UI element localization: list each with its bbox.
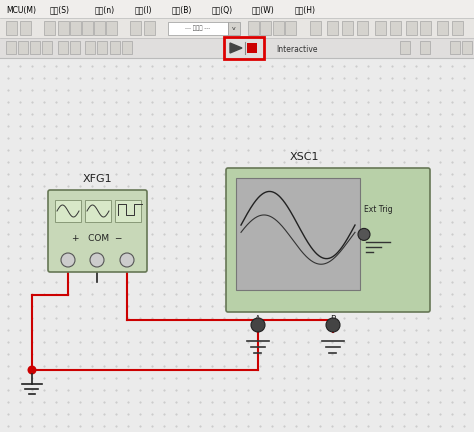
Bar (115, 200, 141, 222)
Circle shape (27, 365, 36, 375)
Bar (420, 41, 430, 54)
Bar (0, 18, 474, 38)
Text: Interactive: Interactive (276, 44, 318, 54)
Text: B: B (330, 315, 336, 324)
Bar (58, 41, 68, 54)
Text: 透项(Q): 透项(Q) (212, 6, 233, 15)
Bar (94, 21, 105, 35)
Bar (462, 41, 472, 54)
Bar (248, 21, 259, 35)
Text: 工具(I): 工具(I) (135, 6, 153, 15)
Bar (0, 58, 474, 432)
Bar (390, 21, 401, 35)
Text: 俯真(S): 俯真(S) (50, 6, 70, 15)
Bar (42, 41, 52, 54)
Bar (310, 21, 321, 35)
Bar (400, 41, 410, 54)
Bar (85, 41, 95, 54)
Bar (342, 21, 353, 35)
Bar (97, 41, 107, 54)
Bar (55, 200, 81, 222)
Bar (452, 21, 463, 35)
Text: +   COM  −: + COM − (73, 234, 123, 243)
Circle shape (90, 253, 104, 267)
Circle shape (120, 253, 134, 267)
Bar (144, 21, 155, 35)
Bar (236, 178, 360, 290)
Bar (30, 41, 40, 54)
Bar (122, 41, 132, 54)
Text: A: A (255, 315, 261, 324)
Bar (70, 41, 80, 54)
Text: XFG1: XFG1 (82, 174, 112, 184)
Bar (44, 21, 55, 35)
Bar (85, 200, 111, 222)
Bar (0, 0, 474, 18)
Bar (58, 21, 69, 35)
Text: XSC1: XSC1 (289, 152, 319, 162)
Text: 窗口(W): 窗口(W) (252, 6, 275, 15)
Circle shape (251, 318, 265, 332)
Bar (18, 41, 28, 54)
Bar (6, 21, 17, 35)
Bar (106, 21, 117, 35)
Bar (228, 22, 240, 35)
Text: v: v (232, 26, 236, 31)
Bar (0, 38, 474, 58)
FancyBboxPatch shape (226, 168, 430, 312)
Bar (168, 22, 228, 35)
Bar (82, 21, 93, 35)
Bar (450, 41, 460, 54)
Bar (375, 21, 386, 35)
Bar (420, 21, 431, 35)
Text: 转移(n): 转移(n) (95, 6, 115, 15)
Bar (357, 21, 368, 35)
Bar (285, 21, 296, 35)
Bar (247, 43, 257, 53)
Bar (70, 21, 81, 35)
Bar (273, 21, 284, 35)
Text: 报告(B): 报告(B) (172, 6, 192, 15)
Circle shape (358, 229, 370, 240)
Bar (327, 21, 338, 35)
Bar (224, 37, 264, 59)
Bar (20, 21, 31, 35)
Circle shape (61, 253, 75, 267)
Bar (260, 21, 271, 35)
FancyBboxPatch shape (48, 190, 147, 272)
Bar (130, 21, 141, 35)
Text: --- 在列表 ---: --- 在列表 --- (185, 25, 210, 31)
Bar (6, 41, 16, 54)
Bar (437, 21, 448, 35)
Text: Ext Trig: Ext Trig (364, 205, 392, 214)
Text: 帮助(H): 帮助(H) (295, 6, 316, 15)
Text: MCU(M): MCU(M) (6, 6, 36, 15)
Bar (110, 41, 120, 54)
Circle shape (326, 318, 340, 332)
Bar (406, 21, 417, 35)
Polygon shape (230, 43, 242, 53)
